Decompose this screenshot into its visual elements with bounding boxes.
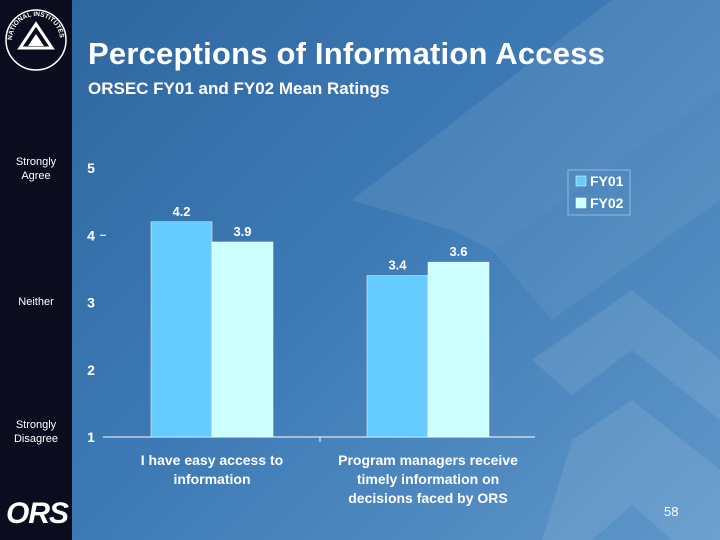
ors-logo: ORS (6, 497, 69, 530)
y-tick-label: 5 (87, 160, 95, 176)
legend-label: FY01 (590, 173, 624, 189)
scale-label-strongly-disagree: Strongly Disagree (13, 419, 59, 445)
data-label: 3.4 (388, 258, 407, 273)
legend-label: FY02 (590, 195, 624, 211)
sidebar: NATIONAL INSTITUTES OF HEALTH Strongly A… (0, 0, 72, 540)
category-label: Program managers receive (338, 452, 518, 468)
nih-seal-icon: NATIONAL INSTITUTES OF HEALTH (0, 0, 67, 71)
scale-label-neither: Neither (18, 296, 54, 308)
slide-subtitle: ORSEC FY01 and FY02 Mean Ratings (88, 79, 390, 98)
data-label: 3.6 (449, 244, 467, 259)
chart-axes: 1 2 3 4 5 I have easy access to information Pro… (87, 160, 535, 506)
y-tick-label: 4 (87, 227, 95, 243)
category-label: I have easy access to (141, 452, 283, 468)
data-label: 3.9 (233, 224, 251, 239)
category-label: information (174, 471, 251, 487)
category-label: timely information on (357, 471, 499, 487)
y-tick-label: 1 (87, 429, 95, 445)
y-tick-label: 3 (87, 295, 95, 311)
bar-fy02 (211, 241, 274, 438)
slide-title: Perceptions of Information Access (88, 36, 606, 71)
scale-label-strongly-agree: Strongly Agree (15, 156, 57, 182)
chart-bars: 4.2 3.9 3.4 3.6 (150, 204, 490, 438)
legend-swatch-fy02 (575, 197, 587, 209)
bar-fy02 (427, 261, 490, 438)
data-label: 4.2 (172, 204, 190, 219)
legend-swatch-fy01 (575, 175, 587, 187)
chart-legend: FY01 FY02 (567, 169, 631, 216)
page-number: 58 (664, 504, 679, 519)
category-label: decisions faced by ORS (348, 490, 508, 506)
y-tick-label: 2 (87, 362, 95, 378)
bar-fy01 (150, 221, 213, 438)
bar-fy01 (366, 275, 429, 438)
background-chevrons (352, 0, 720, 540)
legend-box (567, 169, 631, 216)
